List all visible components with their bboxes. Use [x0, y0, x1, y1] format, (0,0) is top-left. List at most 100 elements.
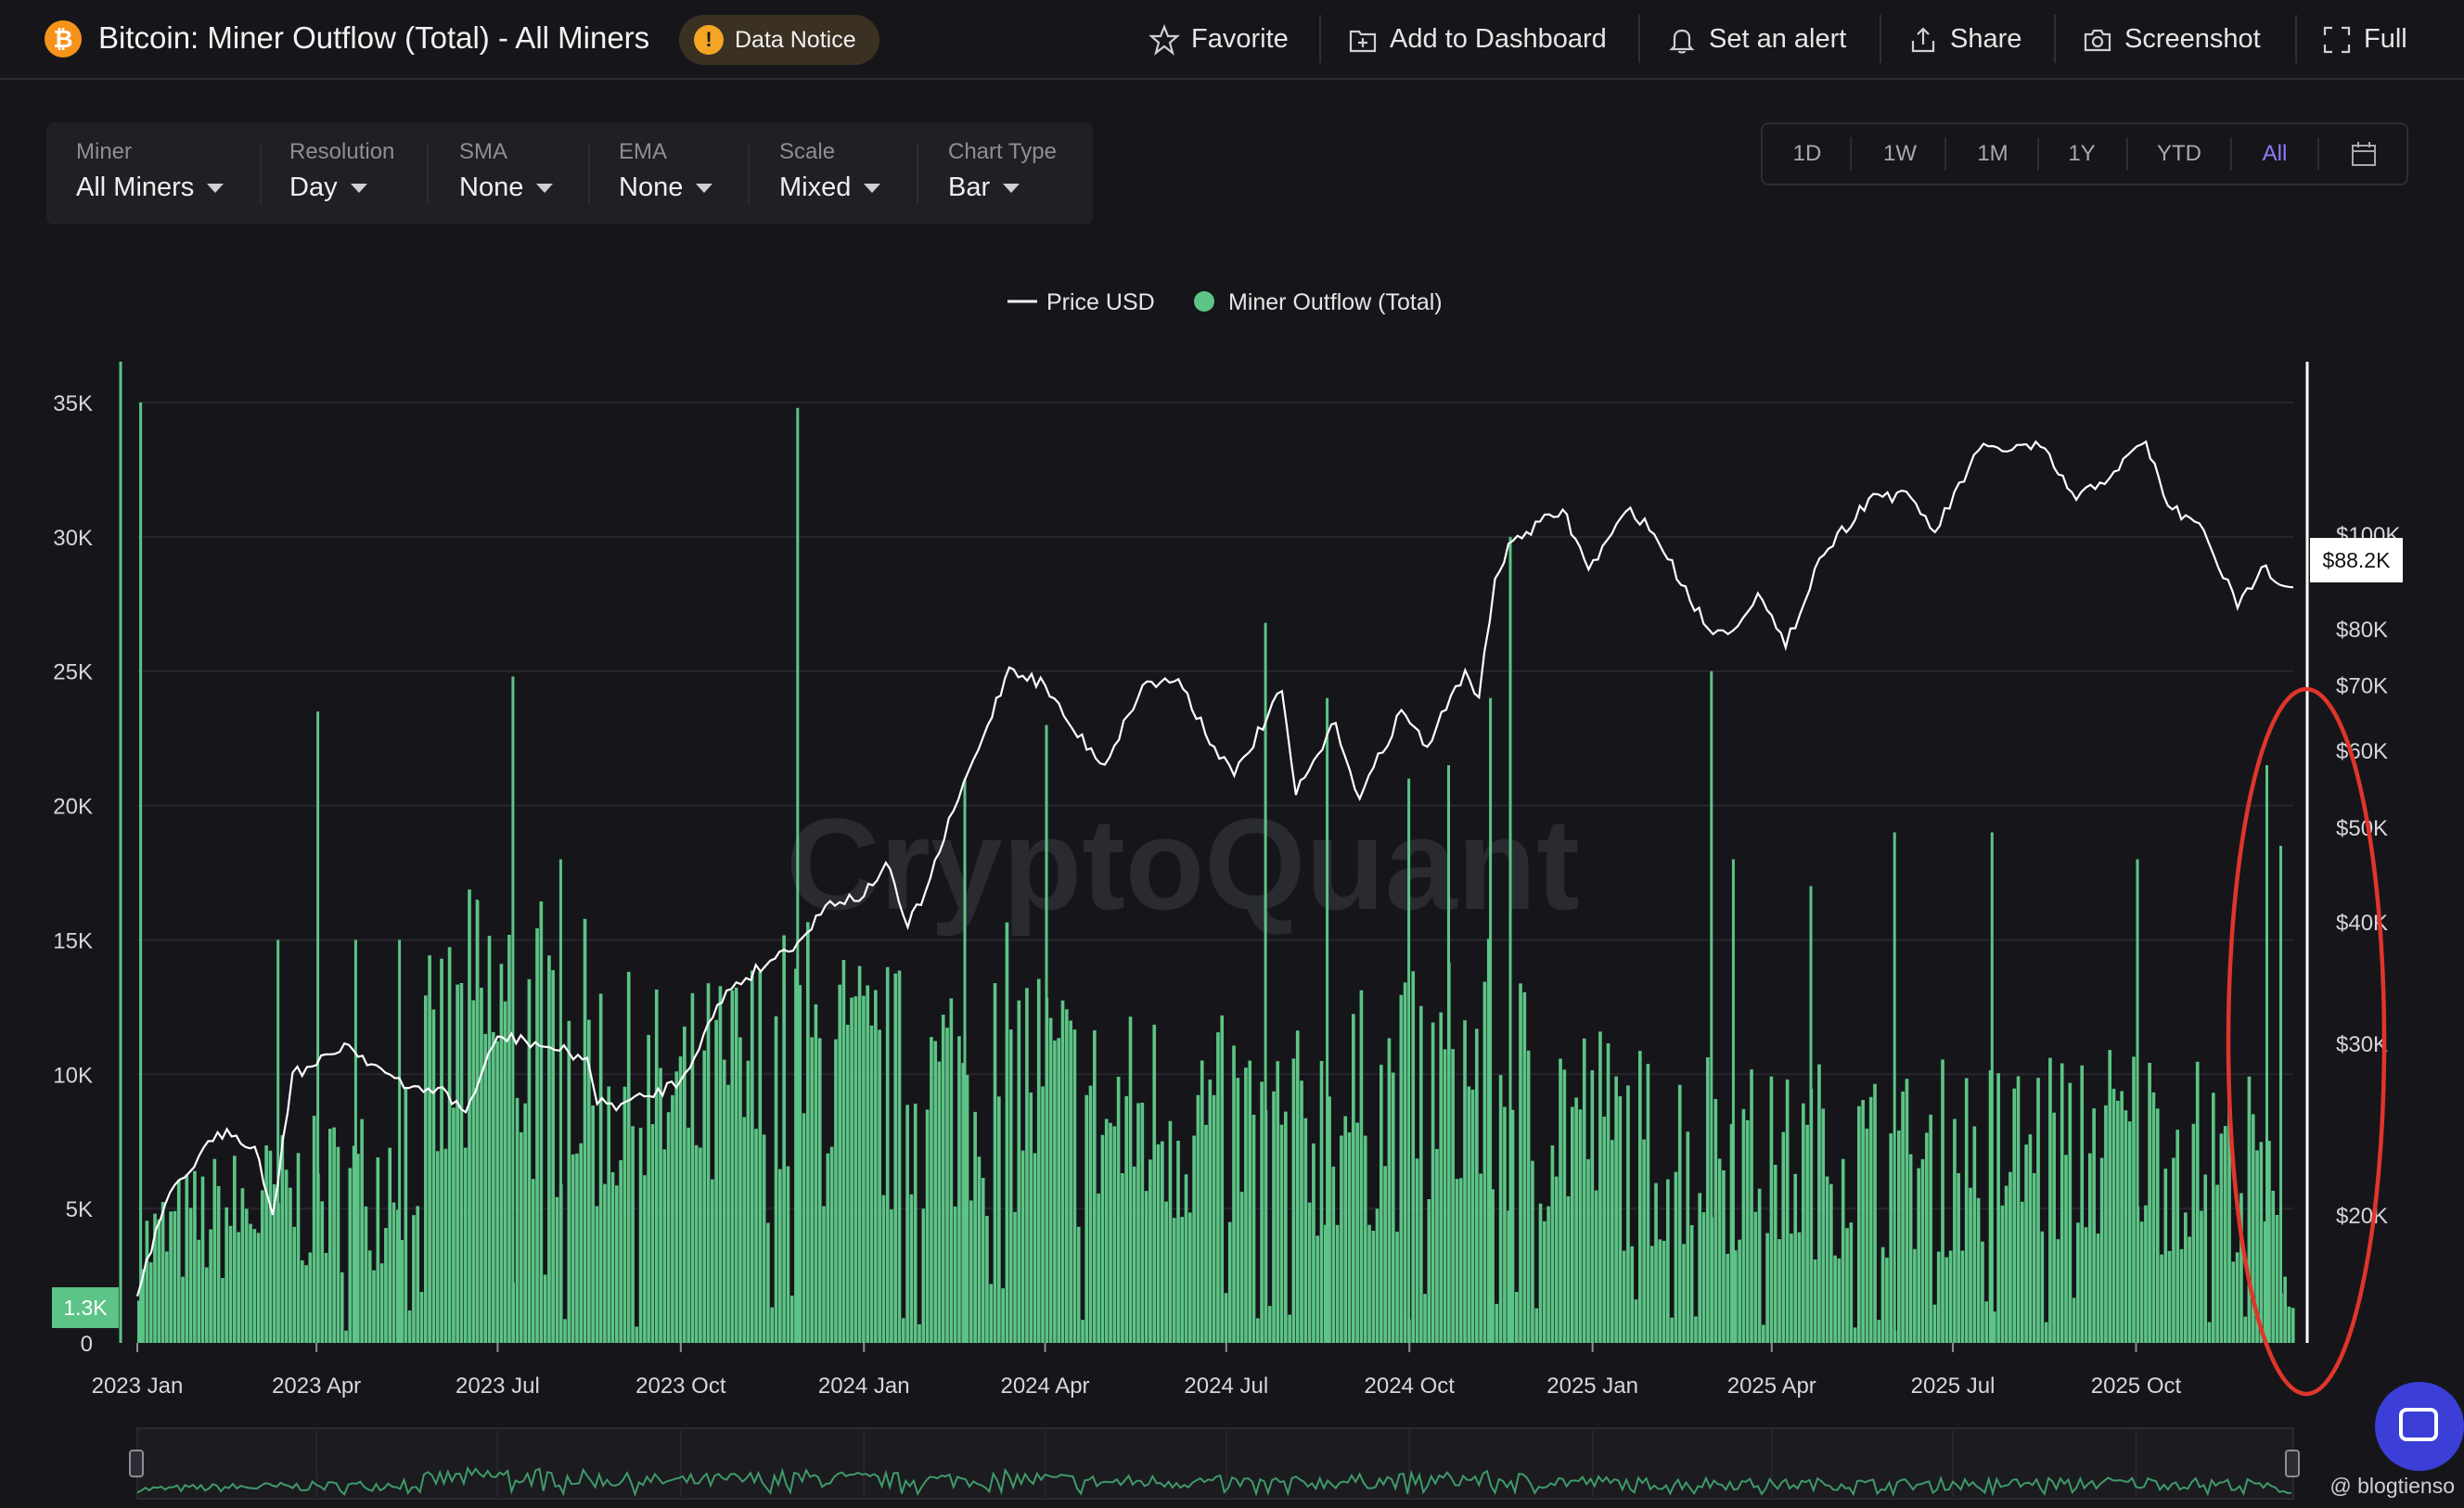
outflow-bar [869, 1025, 874, 1343]
x-tick-label: 2024 Jul [1184, 1374, 1268, 1399]
outflow-bar [579, 1143, 584, 1343]
outflow-bar [225, 1207, 229, 1343]
outflow-bar [2271, 1191, 2276, 1343]
sma-filter[interactable]: SMA None [459, 135, 554, 213]
outflow-bar [1097, 1193, 1100, 1343]
chat-support-button[interactable] [2375, 1382, 2464, 1471]
share-button[interactable]: Share [1907, 20, 2021, 58]
outflow-bar [1168, 1120, 1173, 1343]
outflow-bar [1352, 1014, 1355, 1343]
outflow-bar [1232, 1045, 1236, 1343]
range-1w-button[interactable]: 1W [1883, 141, 1917, 166]
outflow-bar [1670, 1317, 1674, 1343]
range-1d-button[interactable]: 1D [1792, 141, 1822, 166]
outflow-bar [1475, 1029, 1479, 1343]
outflow-bar [841, 960, 846, 1343]
outflow-bar [993, 983, 997, 1343]
outflow-bar [492, 1031, 495, 1343]
miner-filter[interactable]: Miner All Miners [76, 135, 225, 213]
favorite-button[interactable]: Favorite [1149, 20, 1289, 58]
outflow-bar [2195, 1061, 2200, 1343]
outflow-bar [416, 1206, 420, 1343]
outflow-bar [435, 1151, 440, 1343]
range-all-button[interactable]: All [2262, 141, 2288, 166]
caret-down-icon [864, 184, 881, 194]
outflow-bar [216, 1185, 221, 1343]
range-1m-button[interactable]: 1M [1977, 141, 2008, 166]
range-ytd-button[interactable]: YTD [2157, 141, 2201, 166]
bell-icon [1666, 24, 1698, 56]
outflow-bar [2215, 1184, 2219, 1343]
outflow-bar [404, 1086, 408, 1343]
outflow-bar [1515, 1292, 1519, 1343]
resolution-filter[interactable]: Resolution Day [289, 135, 394, 213]
outflow-bar [1419, 1005, 1423, 1343]
x-tick-label: 2023 Jul [456, 1374, 540, 1399]
screenshot-button[interactable]: Screenshot [2082, 20, 2261, 58]
outflow-bar [1251, 1115, 1256, 1343]
outflow-bar [1367, 1224, 1371, 1343]
outflow-bar [400, 1240, 404, 1343]
outflow-bar [388, 1147, 392, 1343]
outflow-bar [384, 1228, 388, 1343]
outflow-bar [1897, 1130, 1901, 1343]
outflow-bar [2207, 1322, 2212, 1343]
outflow-bar [1176, 1141, 1180, 1343]
ema-filter[interactable]: EMA None [619, 135, 713, 213]
outflow-bar [758, 971, 763, 1343]
fullscreen-button[interactable]: Full [2321, 20, 2407, 58]
outflow-bar [1343, 1116, 1348, 1343]
outflow-bar [1713, 1099, 1718, 1343]
left-tick-label: 15K [53, 928, 93, 953]
outflow-bar [1048, 1017, 1053, 1343]
outflow-bar [1825, 1176, 1829, 1343]
outflow-bar [711, 1179, 714, 1343]
outflow-bar [2072, 1297, 2076, 1343]
outflow-bar [2096, 1233, 2100, 1343]
calendar-icon [2352, 142, 2376, 166]
outflow-bar [2203, 1174, 2208, 1343]
outflow-bar [1849, 1222, 1854, 1343]
outflow-bar [1076, 1226, 1081, 1343]
range-1y-button[interactable]: 1Y [2068, 141, 2096, 166]
data-notice-button[interactable]: ! Data Notice [679, 15, 879, 65]
outflow-bar [2155, 1108, 2160, 1343]
outflow-bar [1777, 1239, 1781, 1343]
add-to-dashboard-button[interactable]: Add to Dashboard [1347, 20, 1607, 58]
outflow-bar [2239, 1193, 2243, 1343]
outflow-bar [1112, 1126, 1117, 1343]
outflow-bar [1284, 1111, 1288, 1343]
outflow-bar [2212, 1093, 2215, 1343]
calendar-button[interactable] [2336, 124, 2392, 184]
outflow-bar [499, 964, 504, 1343]
outflow-bar [1694, 1316, 1698, 1343]
set-alert-button[interactable]: Set an alert [1666, 20, 1846, 58]
outflow-bar [1969, 1187, 1972, 1343]
outflow-bar [643, 1175, 647, 1343]
outflow-bar [1976, 1197, 1981, 1343]
outflow-bar [1455, 1179, 1459, 1343]
outflow-bar [1109, 1122, 1112, 1343]
outflow-bar [1180, 1217, 1185, 1343]
outflow-bar [1598, 1031, 1602, 1343]
outflow-bar [200, 1176, 205, 1343]
outflow-bar [977, 1157, 982, 1343]
outflow-bar [1149, 1159, 1152, 1343]
navigator-handle-right[interactable] [2285, 1450, 2300, 1477]
outflow-bar [419, 1292, 424, 1343]
outflow-bar [659, 1067, 662, 1343]
chart-type-filter[interactable]: Chart Type Bar [948, 135, 1057, 213]
share-icon [1907, 24, 1939, 56]
x-tick-label: 2025 Jul [1911, 1374, 1996, 1399]
outflow-bar [1013, 1211, 1017, 1343]
outflow-bar [1196, 1094, 1200, 1343]
outflow-bar [1646, 1064, 1650, 1343]
outflow-bar [603, 1183, 607, 1343]
outflow-spike-bar [1489, 697, 1493, 1343]
scale-filter[interactable]: Scale Mixed [779, 135, 881, 213]
outflow-bar [1025, 988, 1029, 1343]
outflow-bar [515, 1097, 520, 1343]
navigator-handle-left[interactable] [129, 1450, 144, 1477]
outflow-bar [1236, 1078, 1240, 1343]
outflow-bar [1121, 1173, 1124, 1343]
